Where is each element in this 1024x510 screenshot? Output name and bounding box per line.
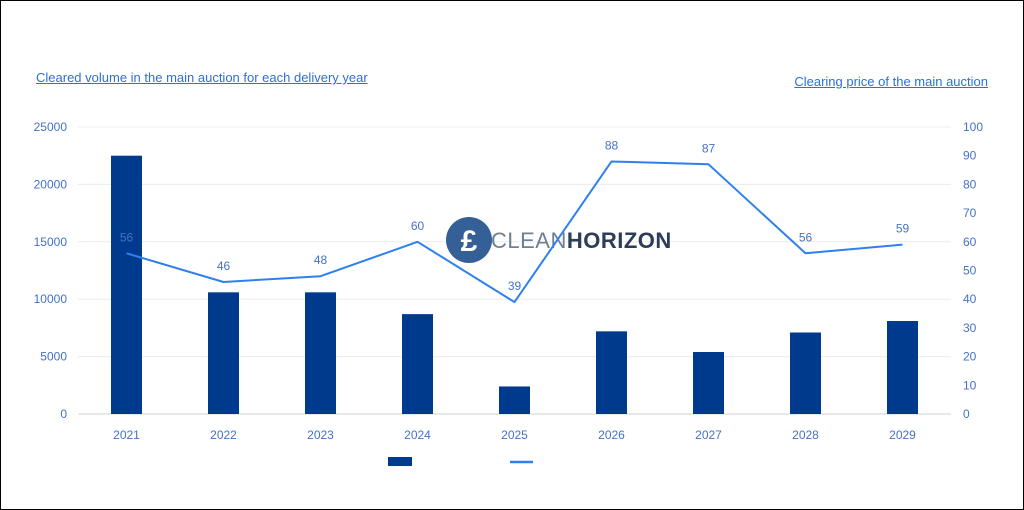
bar xyxy=(305,292,336,414)
line-data-label: 60 xyxy=(411,219,425,233)
right-tick-label: 70 xyxy=(963,206,977,220)
right-tick-label: 90 xyxy=(963,149,977,163)
right-tick-label: 40 xyxy=(963,292,977,306)
line-data-label: 88 xyxy=(605,138,619,152)
x-tick-label: 2024 xyxy=(404,428,431,442)
line-data-label: 39 xyxy=(508,279,522,293)
right-tick-label: 20 xyxy=(963,350,977,364)
left-tick-label: 5000 xyxy=(40,350,67,364)
legend-bar-swatch xyxy=(388,457,412,466)
bar xyxy=(596,331,627,414)
right-axis-title: Clearing price of the main auction xyxy=(794,74,988,89)
line-data-label: 46 xyxy=(217,259,231,273)
watermark-logo-icon xyxy=(446,217,492,263)
bar xyxy=(693,352,724,414)
x-tick-label: 2027 xyxy=(695,428,722,442)
bar xyxy=(499,386,530,414)
x-tick-label: 2028 xyxy=(792,428,819,442)
right-tick-label: 80 xyxy=(963,177,977,191)
right-tick-label: 10 xyxy=(963,378,977,392)
price-line xyxy=(126,160,903,304)
left-tick-label: 10000 xyxy=(34,292,68,306)
bar xyxy=(402,314,433,414)
x-tick-label: 2029 xyxy=(889,428,916,442)
left-axis-title: Cleared volume in the main auction for e… xyxy=(36,70,368,85)
bar xyxy=(111,155,142,414)
line-data-label: 56 xyxy=(799,230,813,244)
watermark-symbol: £ xyxy=(461,225,478,258)
left-tick-label: 15000 xyxy=(34,235,68,249)
x-tick-label: 2026 xyxy=(598,428,625,442)
watermark-text: CLEANHORIZON xyxy=(491,228,672,253)
left-tick-label: 20000 xyxy=(34,177,68,191)
bar xyxy=(208,292,239,414)
x-tick-label: 2021 xyxy=(113,428,140,442)
left-tick-label: 25000 xyxy=(34,120,68,134)
bar xyxy=(887,321,918,414)
right-tick-label: 30 xyxy=(963,321,977,335)
line-data-label: 87 xyxy=(702,141,716,155)
x-tick-label: 2022 xyxy=(210,428,237,442)
x-tick-label: 2023 xyxy=(307,428,334,442)
line-data-label: 48 xyxy=(314,253,328,267)
line-data-label: 56 xyxy=(120,230,134,244)
right-tick-label: 50 xyxy=(963,264,977,278)
right-tick-label: 0 xyxy=(963,407,970,421)
line-data-label: 59 xyxy=(896,222,910,236)
right-tick-label: 100 xyxy=(963,120,983,134)
bar xyxy=(790,332,821,414)
right-tick-label: 60 xyxy=(963,235,977,249)
left-tick-label: 0 xyxy=(60,407,67,421)
x-tick-label: 2025 xyxy=(501,428,528,442)
